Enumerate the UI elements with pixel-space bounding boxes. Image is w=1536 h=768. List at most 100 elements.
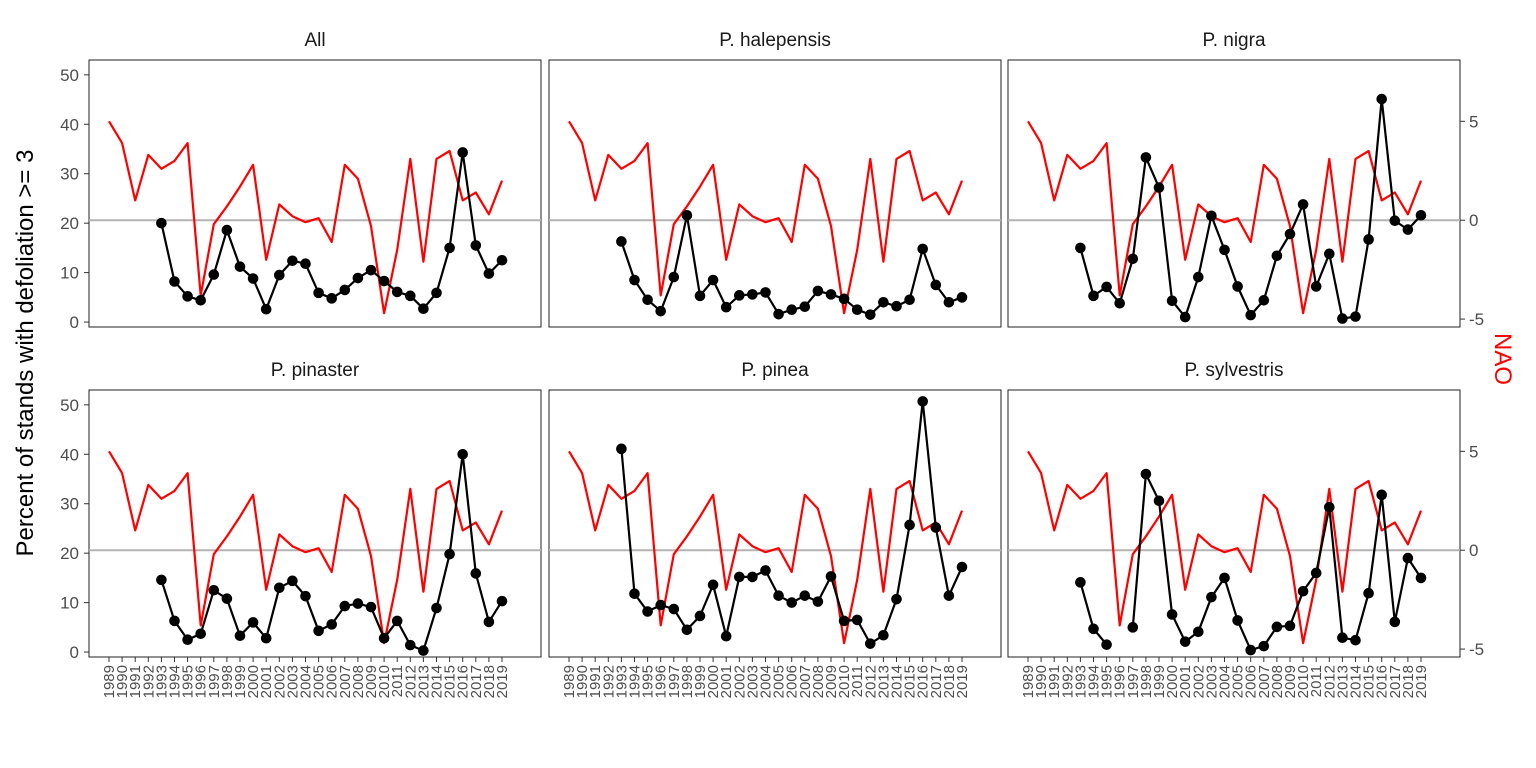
defoliation-point [352,598,364,609]
panel-3: P. nigra -5 0 5 [1007,30,1484,329]
x-tick-label: 2014 [1348,665,1365,698]
defoliation-point [1415,572,1427,584]
defoliation-point [760,287,771,298]
x-tick-label: 2015 [1361,665,1378,698]
x-tick-label: 1996 [193,665,210,698]
defoliation-point [851,304,863,315]
x-tick-label: 1995 [1099,665,1116,698]
x-tick-label: 1990 [114,665,131,698]
defoliation-point [1088,290,1099,302]
x-tick-label: 1989 [561,665,578,698]
defoliation-point [1415,209,1427,221]
defoliation-point [208,584,220,596]
defoliation-point [838,293,850,305]
defoliation-point [339,600,351,612]
defoliation-point [221,593,233,604]
x-tick-label: 2001 [1177,665,1194,698]
nao-line [108,450,504,645]
defoliation-point [773,308,784,320]
defoliation-point [365,264,377,276]
y-tick-label: 10 [60,594,79,613]
defoliation-point [339,284,351,296]
nao-tick-label: 5 [1469,112,1478,131]
defoliation-point [1245,644,1256,656]
x-tick-label: 1994 [1086,665,1103,698]
defoliation-point [1376,489,1387,501]
x-tick-label: 2004 [1217,665,1234,698]
x-tick-label: 2016 [455,665,472,698]
facet-title: P. nigra [1202,30,1265,51]
defoliation-point [930,279,942,291]
defoliation-point [1088,623,1099,635]
x-tick-label: 2000 [245,665,262,698]
panel-5: P. pinea 19891990199119921993199419951996… [548,360,1002,698]
defoliation-point [655,599,666,611]
defoliation-point [799,301,811,313]
x-tick-label: 2005 [771,665,788,698]
defoliation-point [1219,244,1230,256]
defoliation-point [1101,639,1112,650]
defoliation-point [182,634,193,645]
y-tick-label: 0 [70,313,79,332]
x-tick-label: 1995 [180,665,197,698]
x-tick-label: 2010 [376,665,393,698]
defoliation-point [195,628,206,640]
defoliation-point [1284,620,1296,632]
panel-frame [1007,59,1461,328]
defoliation-point [1166,609,1178,620]
x-tick-label: 2012 [862,665,879,698]
defoliation-point [1297,585,1309,597]
defoliation-point [943,590,955,601]
y-tick-label: 0 [70,643,79,662]
x-tick-label: 2015 [442,665,459,698]
defoliation-point [1179,636,1191,647]
defoliation-point [1127,253,1139,265]
defoliation-point [956,292,968,303]
facet-title: P. pinaster [271,360,360,381]
defoliation-point [208,269,220,280]
nao-line [568,450,964,645]
x-tick-label: 2004 [758,665,775,698]
panel-1: All 0 10 20 30 40 50 [60,30,542,332]
x-tick-label: 2005 [311,665,328,698]
defoliation-point [681,209,693,221]
x-tick-label: 2010 [1295,665,1312,698]
x-tick-label: 2007 [797,665,814,698]
defoliation-point [391,615,403,627]
defoliation-point [352,272,364,284]
x-tick-label: 2018 [481,665,498,698]
x-tick-label: 1997 [206,665,223,698]
defoliation-point [773,590,784,601]
x-tick-label: 2019 [494,665,511,698]
defoliation-point [457,147,469,158]
x-tick-label: 2008 [1269,665,1286,698]
x-tick-label: 2017 [468,665,485,698]
defoliation-point [734,290,745,301]
defoliation-point [825,289,837,300]
defoliation-point [300,258,311,270]
defoliation-point [431,602,442,614]
defoliation-point [1153,495,1165,507]
x-tick-label: 2012 [1321,665,1338,698]
defoliation-point [234,261,246,272]
nao-tick-label: 0 [1469,541,1478,560]
defoliation-point [891,593,902,605]
x-tick-label: 2016 [915,665,932,698]
y-tick-label: 10 [60,264,79,283]
defoliation-point [313,625,324,637]
facet-title: P. sylvestris [1185,360,1284,381]
defoliation-point [470,240,482,251]
defoliation-point [260,632,272,644]
x-tick-label: 1992 [140,665,157,698]
defoliation-point [483,616,495,628]
defoliation-point [878,296,889,308]
x-tick-label: 1998 [219,665,236,698]
defoliation-point [418,645,429,656]
defoliation-point [1258,640,1270,652]
defoliation-point [247,617,259,628]
y-axis-title: Percent of stands with defoliation >= 3 [12,150,39,557]
defoliation-point [1337,313,1348,324]
nao-tick-label: -5 [1469,640,1484,659]
x-tick-label: 2006 [324,665,341,698]
x-tick-label: 2019 [954,665,971,698]
